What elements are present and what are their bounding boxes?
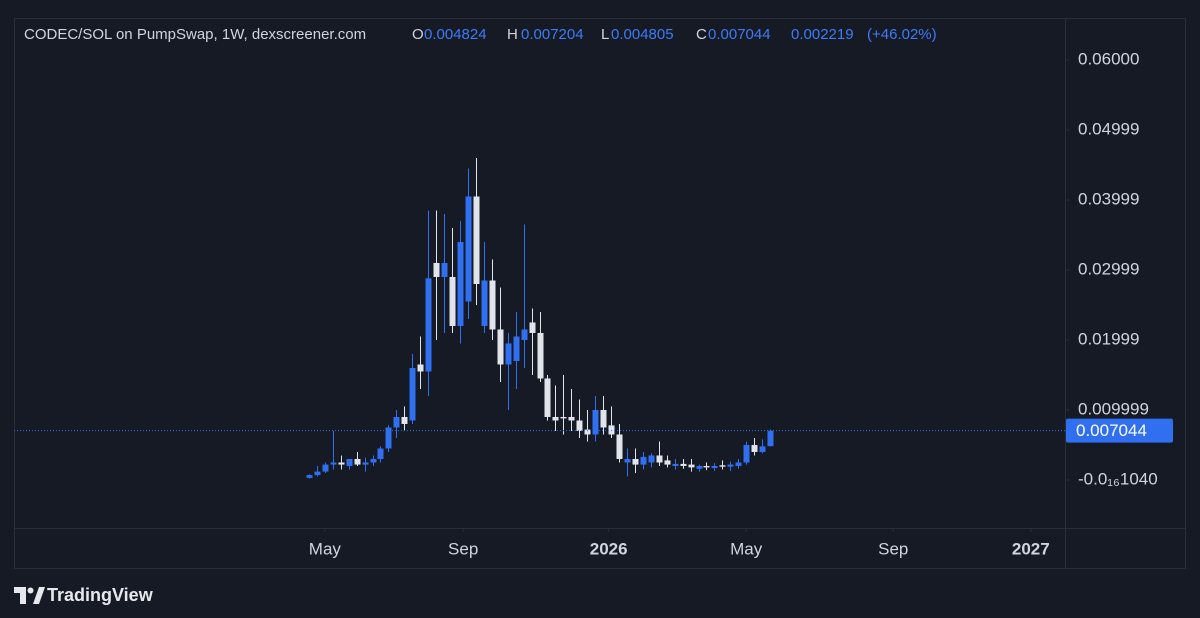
candle-body	[537, 332, 544, 379]
candle-body	[306, 475, 313, 478]
candle-body	[672, 463, 679, 466]
candle-body	[560, 416, 567, 419]
candle-body	[338, 462, 345, 465]
candle-body	[393, 416, 400, 428]
candle-body	[346, 458, 353, 466]
candle-body	[425, 278, 432, 372]
candle-body	[481, 280, 488, 326]
header: CODEC/SOL on PumpSwap, 1W, dexscreener.c…	[24, 26, 937, 43]
change-value: 0.002219	[791, 26, 854, 43]
candle-body	[703, 465, 710, 468]
candle-body	[489, 280, 496, 330]
legend-value: 0.007204	[521, 26, 584, 43]
candle-body	[465, 196, 472, 302]
candle-body	[592, 409, 599, 435]
candle-body	[600, 409, 607, 428]
legend-label: H	[507, 26, 518, 43]
last-price-label: 0.007044	[1076, 421, 1147, 440]
candle-body	[441, 262, 448, 277]
candle-body	[735, 462, 742, 466]
logo-mark	[14, 587, 26, 604]
y-tick-label: 0.03999	[1078, 190, 1139, 209]
y-tick-label: 0.02999	[1078, 260, 1139, 279]
change-percent: (+46.02%)	[867, 26, 937, 43]
candle-body	[767, 430, 774, 447]
candle-body	[433, 262, 440, 277]
pane-frame	[14, 18, 1186, 569]
candle-body	[513, 336, 520, 361]
candle-body	[401, 416, 408, 424]
candle-body	[608, 425, 615, 435]
candle-body	[743, 444, 750, 463]
candle-body	[696, 465, 703, 469]
candle-body	[497, 329, 504, 365]
candle-body	[529, 322, 536, 333]
candle-body	[544, 378, 551, 417]
candle-body	[616, 434, 623, 459]
candle-body	[656, 455, 663, 463]
candle-body	[680, 463, 687, 466]
logo: TradingView	[14, 585, 154, 605]
candle-body	[751, 444, 758, 452]
legend-label: L	[601, 26, 609, 43]
candle-body	[759, 446, 766, 452]
y-tick-label: 0.009999	[1078, 399, 1149, 418]
candle-body	[473, 196, 480, 284]
candle-body	[521, 329, 528, 340]
x-tick-label: May	[730, 539, 763, 558]
legend-value: 0.004805	[611, 26, 674, 43]
x-tick-label: May	[309, 539, 342, 558]
candle-body	[719, 465, 726, 467]
legend-label: C	[696, 26, 707, 43]
y-tick-label: 0.01999	[1078, 330, 1139, 349]
candle-body	[711, 465, 718, 469]
candle-body	[552, 416, 559, 421]
x-tick-label: 2026	[590, 539, 628, 558]
logo-mark	[27, 587, 34, 594]
candle-body	[648, 455, 655, 463]
candle-body	[354, 458, 361, 465]
candle-body	[505, 343, 512, 365]
candle-body	[377, 448, 384, 459]
candle-body	[640, 456, 647, 465]
candle-body	[568, 416, 575, 421]
x-tick-label: 2027	[1012, 539, 1050, 558]
x-tick-label: Sep	[448, 539, 478, 558]
candle-body	[322, 464, 329, 472]
y-tick-label: 0.06000	[1078, 49, 1139, 68]
title: CODEC/SOL on PumpSwap, 1W, dexscreener.c…	[24, 26, 366, 43]
candle-body	[385, 427, 392, 449]
x-tick-label: Sep	[878, 539, 908, 558]
candle-body	[584, 429, 591, 435]
candle-body	[417, 364, 424, 372]
candle-body	[314, 471, 321, 476]
plot	[14, 157, 1065, 479]
candle-body	[370, 458, 377, 463]
legend-value: 0.007044	[708, 26, 771, 43]
candle-body	[409, 367, 416, 421]
candle-body	[688, 464, 695, 468]
y-tick-label: -0.0₁₆1040	[1078, 469, 1158, 488]
y-tick-label: 0.04999	[1078, 120, 1139, 139]
legend-value: 0.004824	[424, 26, 487, 43]
legend-label: O	[412, 26, 424, 43]
candle-body	[330, 462, 337, 465]
candle-body	[664, 460, 671, 465]
logo-mark	[33, 587, 45, 604]
candle-body	[624, 458, 631, 463]
candle-body	[449, 276, 456, 326]
candle-body	[362, 462, 369, 465]
brand-name: TradingView	[47, 585, 154, 605]
candle-body	[632, 458, 639, 465]
candle-body	[727, 464, 734, 467]
last-price-box	[1066, 418, 1173, 443]
candle-body	[457, 241, 464, 326]
candle-body	[576, 420, 583, 431]
